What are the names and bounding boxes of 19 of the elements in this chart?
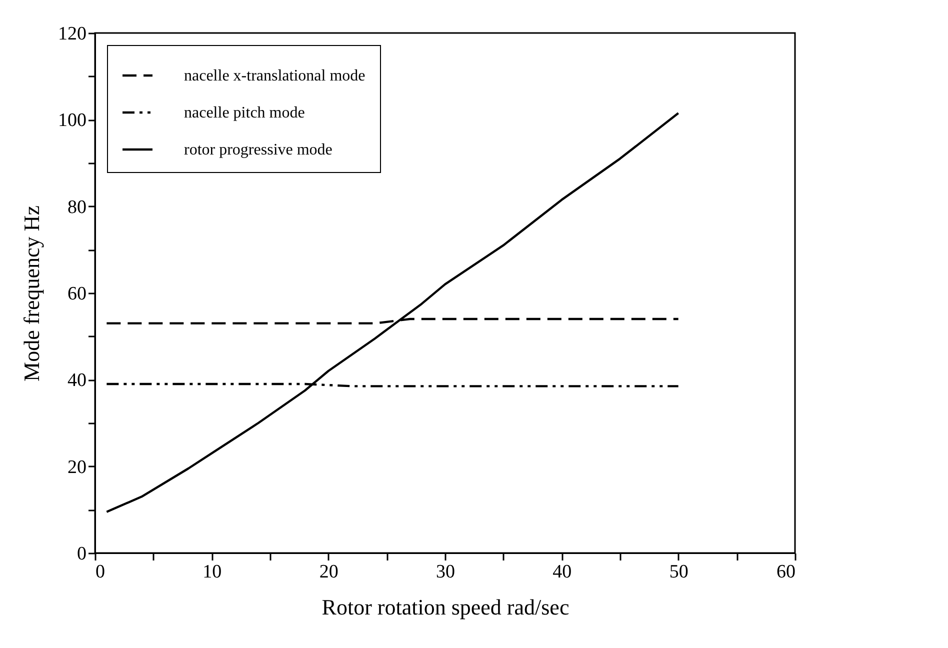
y-tick-label: 0 bbox=[77, 544, 86, 564]
y-tick-label: 20 bbox=[68, 456, 86, 478]
x-tick-label: 0 bbox=[96, 562, 105, 582]
x-tick-label: 30 bbox=[436, 562, 455, 582]
y-tick-label: 40 bbox=[68, 370, 86, 392]
x-axis-title: Rotor rotation speed rad/sec bbox=[322, 594, 570, 620]
legend-label: nacelle pitch mode bbox=[184, 104, 305, 122]
y-tick-label: 100 bbox=[58, 110, 86, 132]
y-tick-label: 80 bbox=[68, 196, 86, 218]
y-tick-label: 60 bbox=[68, 284, 86, 304]
x-tick-label: 20 bbox=[319, 562, 338, 582]
x-tick-label: 10 bbox=[202, 562, 222, 582]
legend-label: rotor progressive mode bbox=[184, 142, 332, 158]
y-tick-label: 120 bbox=[58, 24, 86, 44]
x-tick-label: 40 bbox=[552, 562, 572, 582]
legend-label: nacelle x-translational mode bbox=[184, 68, 366, 84]
y-axis-title: Mode frequency Hz bbox=[19, 205, 44, 382]
x-tick-label: 60 bbox=[776, 562, 796, 582]
x-tick-label: 50 bbox=[669, 562, 688, 582]
